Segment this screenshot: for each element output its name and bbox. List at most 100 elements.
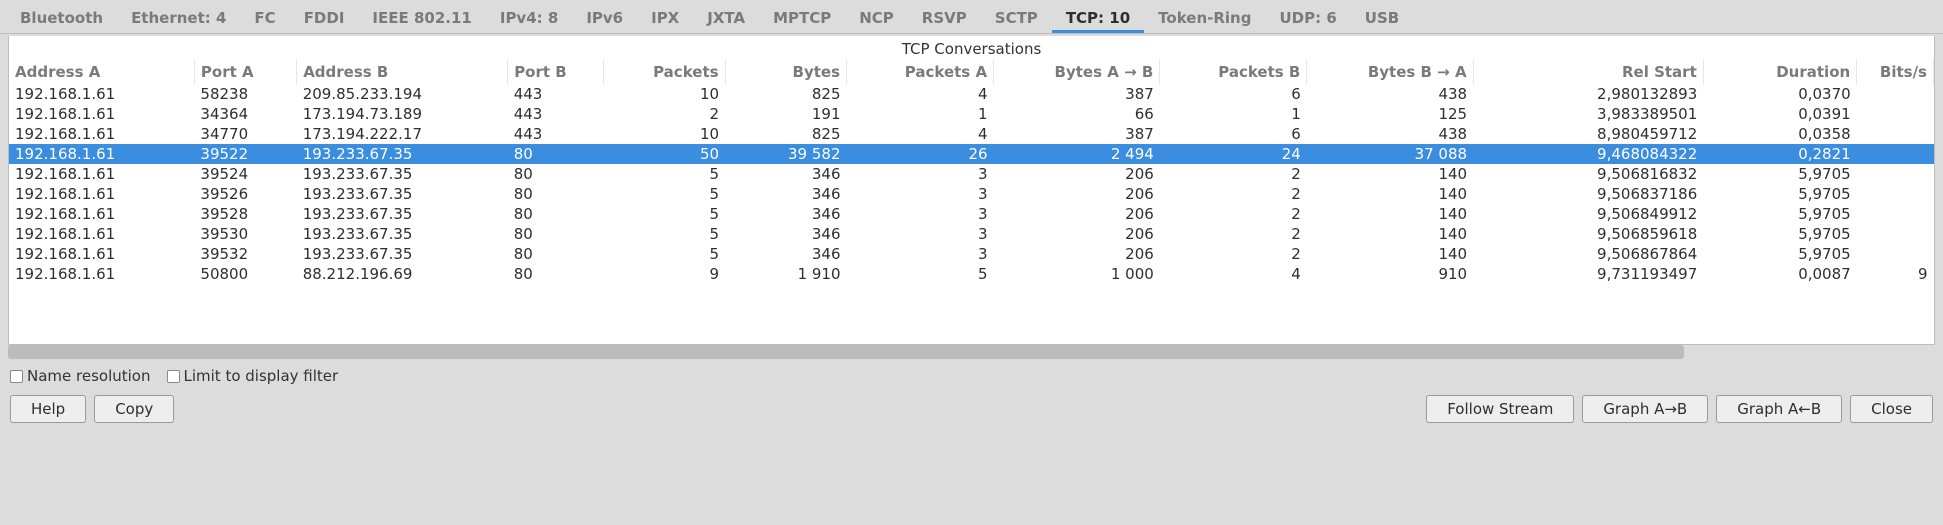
tab-fddi[interactable]: FDDI bbox=[290, 3, 359, 33]
table-cell: 6 bbox=[1160, 124, 1307, 144]
table-cell: 5 bbox=[604, 204, 725, 224]
column-header[interactable]: Packets A bbox=[847, 60, 994, 84]
graph-ab-button[interactable]: Graph A→B bbox=[1582, 395, 1708, 423]
table-cell: 193.233.67.35 bbox=[297, 244, 508, 264]
tab-sctp[interactable]: SCTP bbox=[981, 3, 1052, 33]
table-cell: 193.233.67.35 bbox=[297, 204, 508, 224]
table-cell: 39 582 bbox=[725, 144, 846, 164]
table-cell: 3,983389501 bbox=[1473, 104, 1703, 124]
table-cell: 39532 bbox=[194, 244, 296, 264]
table-row[interactable]: 192.168.1.6158238209.85.233.194443108254… bbox=[9, 84, 1934, 104]
table-cell: 3 bbox=[847, 164, 994, 184]
tab-token-ring[interactable]: Token-Ring bbox=[1144, 3, 1265, 33]
table-cell: 193.233.67.35 bbox=[297, 164, 508, 184]
column-header[interactable]: Rel Start bbox=[1473, 60, 1703, 84]
table-cell: 80 bbox=[508, 204, 604, 224]
table-cell: 39524 bbox=[194, 164, 296, 184]
table-cell: 140 bbox=[1307, 184, 1473, 204]
table-cell: 0,0370 bbox=[1703, 84, 1856, 104]
help-button[interactable]: Help bbox=[10, 395, 86, 423]
table-row[interactable]: 192.168.1.6134364173.194.73.189443219116… bbox=[9, 104, 1934, 124]
tab-ipv4-8[interactable]: IPv4: 8 bbox=[486, 3, 572, 33]
table-cell: 193.233.67.35 bbox=[297, 224, 508, 244]
limit-filter-checkbox[interactable]: Limit to display filter bbox=[167, 367, 339, 385]
tab-rsvp[interactable]: RSVP bbox=[908, 3, 981, 33]
table-cell: 140 bbox=[1307, 224, 1473, 244]
table-cell bbox=[1857, 244, 1934, 264]
table-cell: 192.168.1.61 bbox=[9, 224, 194, 244]
table-row[interactable]: 192.168.1.6134770173.194.222.17443108254… bbox=[9, 124, 1934, 144]
name-resolution-checkbox[interactable]: Name resolution bbox=[10, 367, 151, 385]
column-header[interactable]: Duration bbox=[1703, 60, 1856, 84]
tab-mptcp[interactable]: MPTCP bbox=[759, 3, 845, 33]
table-cell: 193.233.67.35 bbox=[297, 144, 508, 164]
tab-ncp[interactable]: NCP bbox=[845, 3, 908, 33]
scrollbar-thumb[interactable] bbox=[8, 345, 1684, 359]
table-cell: 34364 bbox=[194, 104, 296, 124]
table-cell: 2 494 bbox=[994, 144, 1160, 164]
table-row[interactable]: 192.168.1.6139530193.233.67.358053463206… bbox=[9, 224, 1934, 244]
table-scroll-area[interactable]: Address APort AAddress BPort BPacketsByt… bbox=[9, 60, 1934, 344]
table-cell: 2 bbox=[1160, 164, 1307, 184]
table-cell: 58238 bbox=[194, 84, 296, 104]
conversations-table: Address APort AAddress BPort BPacketsByt… bbox=[9, 60, 1934, 284]
column-header[interactable]: Address B bbox=[297, 60, 508, 84]
tab-jxta[interactable]: JXTA bbox=[693, 3, 759, 33]
tab-bluetooth[interactable]: Bluetooth bbox=[6, 3, 117, 33]
table-cell: 206 bbox=[994, 184, 1160, 204]
column-header[interactable]: Address A bbox=[9, 60, 194, 84]
table-cell: 2,980132893 bbox=[1473, 84, 1703, 104]
table-row[interactable]: 192.168.1.6139526193.233.67.358053463206… bbox=[9, 184, 1934, 204]
table-cell: 825 bbox=[725, 84, 846, 104]
close-button[interactable]: Close bbox=[1850, 395, 1933, 423]
table-cell: 140 bbox=[1307, 164, 1473, 184]
column-header[interactable]: Port B bbox=[508, 60, 604, 84]
table-cell: 346 bbox=[725, 204, 846, 224]
table-cell: 5 bbox=[604, 244, 725, 264]
table-cell: 438 bbox=[1307, 84, 1473, 104]
table-cell: 80 bbox=[508, 164, 604, 184]
tab-ipx[interactable]: IPX bbox=[637, 3, 693, 33]
table-cell: 443 bbox=[508, 84, 604, 104]
column-header[interactable]: Bits/s bbox=[1857, 60, 1934, 84]
tab-ethernet-4[interactable]: Ethernet: 4 bbox=[117, 3, 240, 33]
column-header[interactable]: Bytes A → B bbox=[994, 60, 1160, 84]
table-cell: 9,506849912 bbox=[1473, 204, 1703, 224]
tab-usb[interactable]: USB bbox=[1351, 3, 1413, 33]
table-cell: 3 bbox=[847, 204, 994, 224]
table-cell: 39530 bbox=[194, 224, 296, 244]
column-header[interactable]: Port A bbox=[194, 60, 296, 84]
table-cell: 4 bbox=[847, 124, 994, 144]
column-header[interactable]: Packets B bbox=[1160, 60, 1307, 84]
tab-tcp-10[interactable]: TCP: 10 bbox=[1052, 3, 1144, 33]
table-row[interactable]: 192.168.1.6139522193.233.67.35805039 582… bbox=[9, 144, 1934, 164]
table-row[interactable]: 192.168.1.6139524193.233.67.358053463206… bbox=[9, 164, 1934, 184]
tab-ipv6[interactable]: IPv6 bbox=[572, 3, 637, 33]
tab-ieee-802-11[interactable]: IEEE 802.11 bbox=[358, 3, 485, 33]
table-cell: 192.168.1.61 bbox=[9, 164, 194, 184]
table-cell: 346 bbox=[725, 184, 846, 204]
table-cell: 3 bbox=[847, 184, 994, 204]
copy-button[interactable]: Copy bbox=[94, 395, 174, 423]
follow-stream-button[interactable]: Follow Stream bbox=[1426, 395, 1574, 423]
table-row[interactable]: 192.168.1.6139528193.233.67.358053463206… bbox=[9, 204, 1934, 224]
panel-title: TCP Conversations bbox=[9, 36, 1934, 60]
column-header[interactable]: Packets bbox=[604, 60, 725, 84]
table-cell: 1 bbox=[1160, 104, 1307, 124]
table-cell: 206 bbox=[994, 244, 1160, 264]
table-cell: 1 910 bbox=[725, 264, 846, 284]
table-row[interactable]: 192.168.1.615080088.212.196.698091 91051… bbox=[9, 264, 1934, 284]
table-row[interactable]: 192.168.1.6139532193.233.67.358053463206… bbox=[9, 244, 1934, 264]
tab-fc[interactable]: FC bbox=[240, 3, 289, 33]
column-header[interactable]: Bytes bbox=[725, 60, 846, 84]
table-cell: 9 bbox=[1857, 264, 1934, 284]
table-cell: 2 bbox=[1160, 184, 1307, 204]
horizontal-scrollbar[interactable] bbox=[8, 345, 1935, 359]
graph-ba-button[interactable]: Graph A←B bbox=[1716, 395, 1842, 423]
table-cell: 192.168.1.61 bbox=[9, 144, 194, 164]
table-cell: 10 bbox=[604, 124, 725, 144]
table-cell: 80 bbox=[508, 184, 604, 204]
table-cell: 2 bbox=[1160, 204, 1307, 224]
column-header[interactable]: Bytes B → A bbox=[1307, 60, 1473, 84]
tab-udp-6[interactable]: UDP: 6 bbox=[1265, 3, 1350, 33]
